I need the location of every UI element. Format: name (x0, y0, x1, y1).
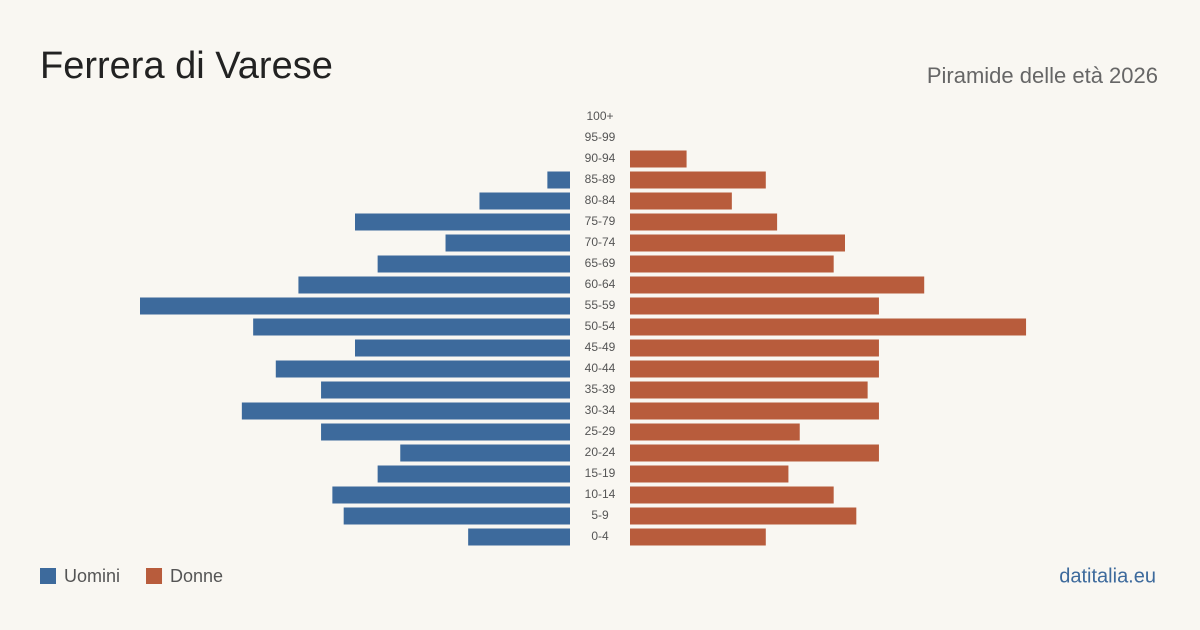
bar (630, 423, 800, 441)
bar (377, 255, 570, 273)
bar (630, 255, 834, 273)
bar (253, 318, 570, 336)
age-label: 70-74 (585, 235, 616, 249)
bar (630, 486, 834, 504)
age-label: 90-94 (585, 151, 616, 165)
bar (468, 528, 570, 546)
age-label: 35-39 (585, 382, 616, 396)
age-label: 25-29 (585, 424, 616, 438)
bar (332, 486, 570, 504)
bar (630, 297, 879, 315)
age-label: 75-79 (585, 214, 616, 228)
age-label: 60-64 (585, 277, 616, 291)
bar (377, 465, 570, 483)
bar (355, 213, 570, 231)
age-label: 100+ (586, 109, 613, 123)
bar (630, 318, 1027, 336)
bar (275, 360, 570, 378)
age-label: 20-24 (585, 445, 616, 459)
bar (445, 234, 570, 252)
bar (630, 465, 789, 483)
legend-swatch (40, 568, 56, 584)
bar (630, 213, 778, 231)
bar (630, 528, 766, 546)
bar (630, 402, 879, 420)
bar (630, 507, 857, 525)
bar (321, 423, 570, 441)
chart-title: Ferrera di Varese (40, 45, 333, 87)
bar (630, 276, 925, 294)
bar (630, 171, 766, 189)
bar (630, 360, 879, 378)
age-label: 10-14 (585, 487, 616, 501)
age-label: 45-49 (585, 340, 616, 354)
age-label: 15-19 (585, 466, 616, 480)
bar (630, 234, 845, 252)
bar (630, 381, 868, 399)
age-label: 0-4 (591, 529, 609, 543)
bar (630, 339, 879, 357)
chart-subtitle: Piramide delle età 2026 (927, 63, 1158, 88)
bar (321, 381, 570, 399)
bar (140, 297, 570, 315)
bar (630, 150, 687, 168)
bar (343, 507, 570, 525)
legend-swatch (146, 568, 163, 584)
bar (298, 276, 570, 294)
legend-label: Donne (170, 566, 223, 586)
bar (630, 192, 732, 210)
age-label: 65-69 (585, 256, 616, 270)
age-label: 55-59 (585, 298, 616, 312)
bar (630, 444, 879, 462)
age-label: 85-89 (585, 172, 616, 186)
age-label: 95-99 (585, 130, 616, 144)
age-label: 30-34 (585, 403, 616, 417)
legend-label: Uomini (64, 566, 120, 586)
bar (400, 444, 570, 462)
bar (479, 192, 570, 210)
age-label: 80-84 (585, 193, 616, 207)
source: datitalia.eu (1059, 565, 1156, 587)
age-label: 50-54 (585, 319, 616, 333)
age-label: 5-9 (591, 508, 609, 522)
bar (355, 339, 570, 357)
bar (547, 171, 570, 189)
bar (241, 402, 570, 420)
age-label: 40-44 (585, 361, 616, 375)
